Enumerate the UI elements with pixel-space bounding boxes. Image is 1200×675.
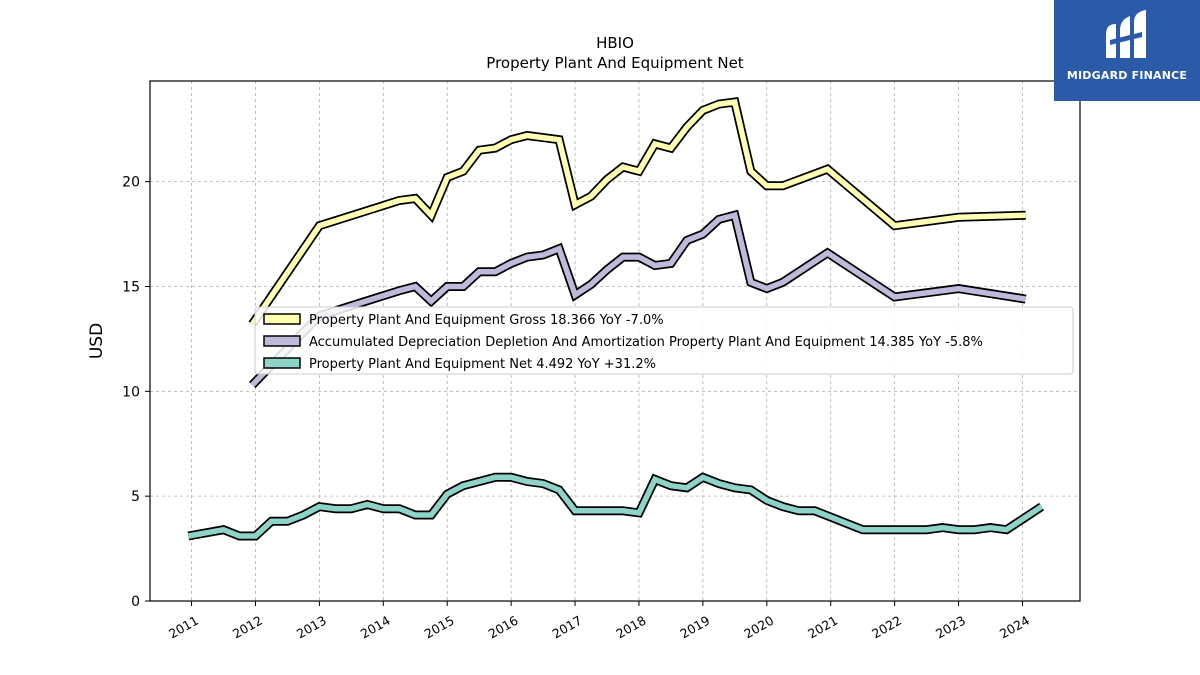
series-layer	[187, 97, 1045, 541]
y-tick-label: 0	[131, 594, 140, 610]
series-line	[250, 98, 1026, 326]
x-tick-label: 2011	[166, 613, 201, 642]
legend-label: Property Plant And Equipment Net 4.492 Y…	[309, 357, 656, 372]
x-tick-label: 2014	[358, 613, 393, 642]
legend-label: Accumulated Depreciation Depletion And A…	[309, 335, 983, 350]
legend-swatch	[263, 313, 301, 325]
x-tick-label: 2023	[933, 613, 968, 642]
legend-label: Property Plant And Equipment Gross 18.36…	[309, 313, 664, 328]
x-tick-label: 2019	[677, 613, 712, 642]
legend-swatch	[263, 335, 301, 347]
x-tick-label: 2021	[805, 613, 840, 642]
series-line	[187, 474, 1044, 539]
logo-text: MIDGARD FINANCE	[1066, 69, 1188, 82]
series-line	[250, 211, 1027, 387]
y-axis: 0 5 10 15 20	[122, 175, 150, 610]
midgard-finance-logo: MIDGARD FINANCE	[1054, 0, 1200, 101]
x-tick-label: 2012	[230, 613, 265, 642]
x-axis: 2011 2012 2013 2014 2015 2016 2017 2018 2019 2020…	[166, 601, 1032, 642]
x-tick-label: 2024	[997, 613, 1032, 642]
x-tick-label: 2022	[869, 613, 904, 642]
x-tick-label: 2018	[613, 613, 648, 642]
x-tick-label: 2015	[422, 613, 457, 642]
x-tick-label: 2017	[550, 613, 585, 642]
legend: Property Plant And Equipment Gross 18.36…	[254, 306, 1074, 375]
y-tick-label: 5	[131, 489, 140, 505]
plot-frame	[149, 80, 1081, 602]
x-tick-label: 2016	[486, 613, 521, 642]
y-axis-label: USD	[87, 323, 107, 359]
y-tick-label: 10	[122, 384, 140, 400]
chart-subtitle: Property Plant And Equipment Net	[486, 54, 743, 72]
legend-box	[254, 306, 1074, 375]
x-tick-label: 2020	[741, 613, 776, 642]
x-tick-label: 2013	[294, 613, 329, 642]
logo-mark-icon	[1106, 10, 1146, 58]
chart-title: HBIO	[596, 34, 634, 52]
y-tick-label: 20	[122, 175, 140, 191]
y-tick-label: 15	[122, 279, 140, 295]
legend-swatch	[263, 357, 301, 369]
